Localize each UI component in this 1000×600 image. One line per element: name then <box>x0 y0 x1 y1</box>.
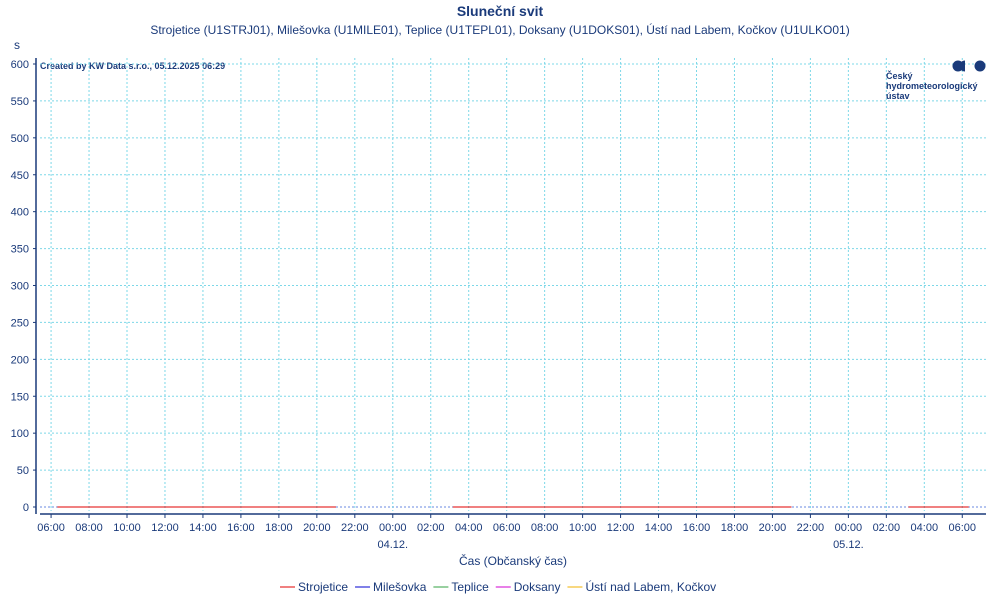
x-tick-label: 18:00 <box>265 522 293 534</box>
x-date-label: 04.12. <box>377 539 408 551</box>
legend-label: Strojetice <box>298 580 348 594</box>
y-axis-label: s <box>14 38 20 52</box>
legend-label: Teplice <box>451 580 489 594</box>
x-date-label: 05.12. <box>833 539 864 551</box>
x-tick-label: 08:00 <box>75 522 103 534</box>
x-tick-label: 04:00 <box>455 522 483 534</box>
logo-dot <box>974 60 986 72</box>
logo-line: hydrometeorologický <box>886 81 978 91</box>
y-tick-label: 100 <box>11 428 29 440</box>
x-tick-label: 08:00 <box>531 522 559 534</box>
x-tick-label: 14:00 <box>189 522 217 534</box>
x-tick-label: 06:00 <box>37 522 65 534</box>
x-tick-label: 20:00 <box>303 522 331 534</box>
legend-label: Doksany <box>514 580 561 594</box>
y-tick-label: 0 <box>23 502 29 514</box>
y-tick-label: 250 <box>11 317 29 329</box>
x-tick-label: 16:00 <box>227 522 255 534</box>
y-tick-label: 350 <box>11 244 29 256</box>
x-tick-label: 20:00 <box>759 522 787 534</box>
y-tick-label: 50 <box>17 465 29 477</box>
legend: Strojetice Milešovka Teplice Doksany Ústí na… <box>280 579 716 594</box>
x-tick-label: 16:00 <box>683 522 711 534</box>
y-tick-label: 150 <box>11 391 29 403</box>
y-tick-label: 300 <box>11 281 29 293</box>
chart-title: Sluneční svit <box>457 3 544 19</box>
x-tick-label: 18:00 <box>721 522 749 534</box>
x-tick-label: 04:00 <box>911 522 939 534</box>
chart-subtitle: Strojetice (U1STRJ01), Milešovka (U1MILE… <box>150 22 849 37</box>
x-tick-label: 12:00 <box>607 522 635 534</box>
y-tick-label: 500 <box>11 133 29 145</box>
grid <box>40 58 986 511</box>
chmi-logo: Český hydrometeorologický ústav <box>886 60 986 101</box>
axes: 0 50 100 150 200 250 300 350 400 450 500 550 600 06:0… <box>11 58 986 551</box>
legend-label: Milešovka <box>373 580 427 594</box>
x-tick-label: 14:00 <box>645 522 673 534</box>
logo-line: ústav <box>886 91 910 101</box>
credit-text: Created by KW Data s.r.o., 05.12.2025 06… <box>40 61 225 71</box>
x-tick-label: 00:00 <box>835 522 863 534</box>
y-tick-label: 600 <box>11 59 29 71</box>
x-tick-label: 06:00 <box>949 522 977 534</box>
x-tick-label: 22:00 <box>341 522 369 534</box>
x-tick-label: 00:00 <box>379 522 407 534</box>
x-tick-label: 02:00 <box>873 522 901 534</box>
y-tick-label: 200 <box>11 354 29 366</box>
x-axis-label: Čas (Občanský čas) <box>459 553 567 568</box>
logo-line: Český <box>886 70 913 81</box>
y-tick-label: 550 <box>11 96 29 108</box>
y-tick-label: 400 <box>11 207 29 219</box>
legend-label: Ústí nad Labem, Kočkov <box>585 579 716 594</box>
x-tick-label: 10:00 <box>113 522 141 534</box>
x-tick-label: 02:00 <box>417 522 445 534</box>
x-tick-label: 10:00 <box>569 522 597 534</box>
x-tick-label: 12:00 <box>151 522 179 534</box>
x-tick-label: 06:00 <box>493 522 521 534</box>
logo-half <box>959 60 965 72</box>
y-tick-label: 450 <box>11 170 29 182</box>
x-tick-label: 22:00 <box>797 522 825 534</box>
